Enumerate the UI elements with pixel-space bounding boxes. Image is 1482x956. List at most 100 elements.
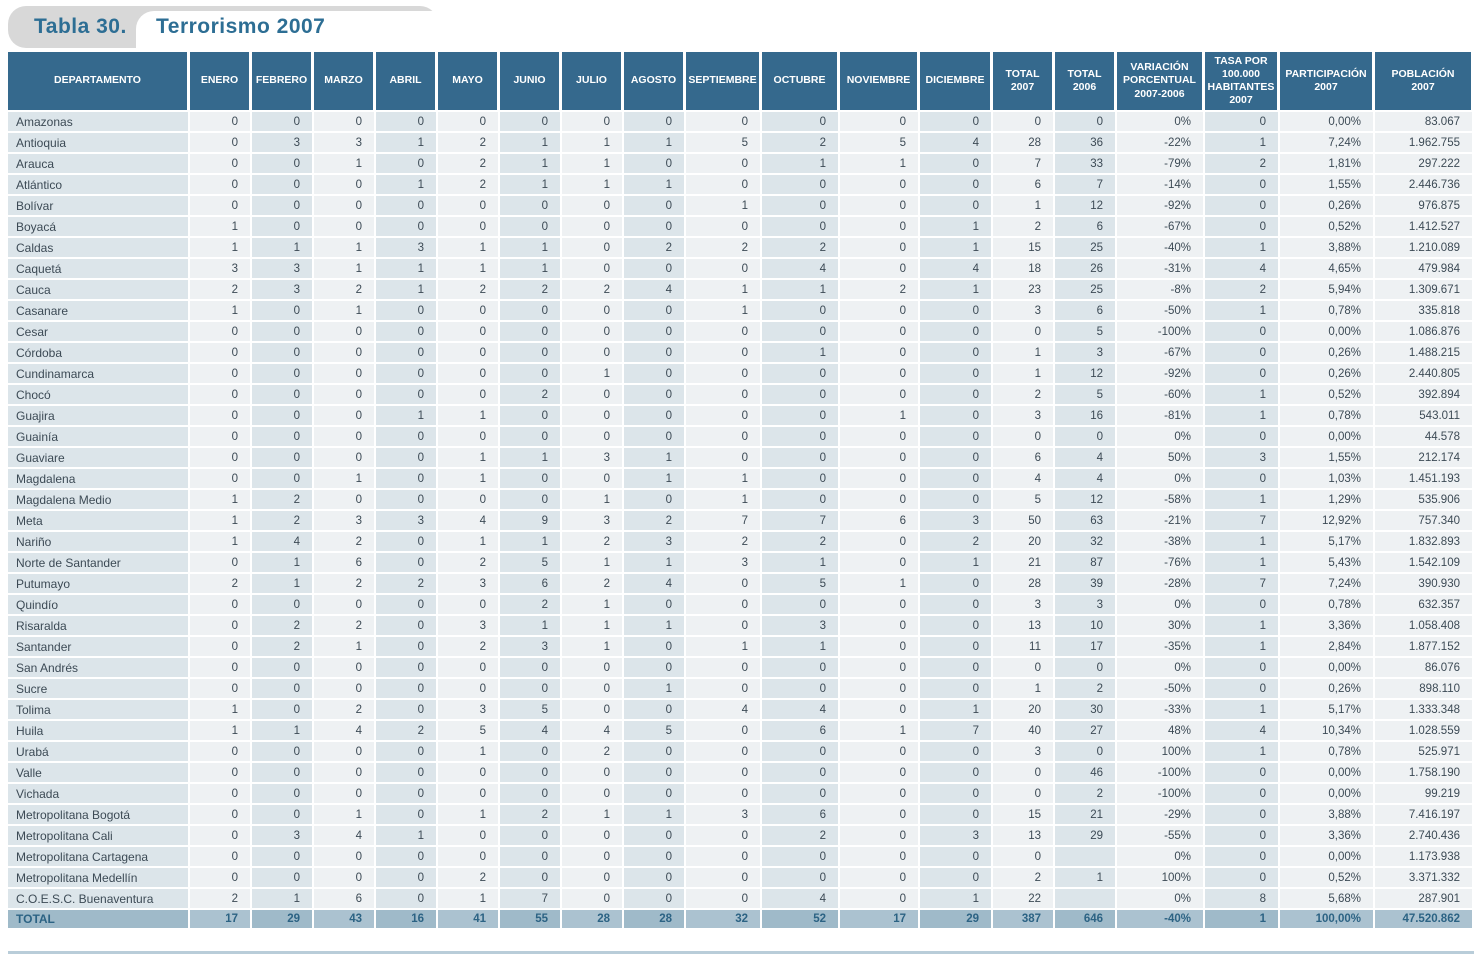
- value-cell: 0: [920, 658, 993, 679]
- value-cell: -29%: [1117, 805, 1205, 826]
- value-cell: 21: [1055, 805, 1117, 826]
- value-cell: 3: [762, 616, 840, 637]
- value-cell: 4: [438, 511, 500, 532]
- table-row: Meta 1 2 3 3 4 9 3 2 7 7 6 3 50 63 -21% 7 12,92% 757.340: [8, 511, 1474, 532]
- value-cell: 5: [624, 721, 686, 742]
- value-cell: 0: [840, 490, 920, 511]
- column-header: JULIO: [562, 52, 624, 112]
- value-cell: 0: [500, 112, 562, 133]
- value-cell: 4: [1205, 721, 1280, 742]
- value-cell: -79%: [1117, 154, 1205, 175]
- value-cell: 1: [840, 574, 920, 595]
- value-cell: 0: [840, 805, 920, 826]
- value-cell: 0: [500, 217, 562, 238]
- value-cell: 525.971: [1375, 742, 1474, 763]
- value-cell: 1: [562, 805, 624, 826]
- value-cell: 0: [500, 322, 562, 343]
- value-cell: 212.174: [1375, 448, 1474, 469]
- value-cell: 1: [190, 238, 252, 259]
- value-cell: 5,43%: [1280, 553, 1375, 574]
- value-cell: 4: [624, 574, 686, 595]
- value-cell: 0: [920, 595, 993, 616]
- value-cell: 0: [686, 595, 762, 616]
- table-row: Guainía 0 0 0 0 0 0 0 0 0 0 0 0 0 0 0% 0 0,00% 44.578: [8, 427, 1474, 448]
- value-cell: 0: [562, 847, 624, 868]
- value-cell: 2: [762, 238, 840, 259]
- header-row: DEPARTAMENTO ENERO FEBRERO MARZO ABRIL MAYO JU…: [8, 52, 1474, 112]
- value-cell: 6: [993, 448, 1055, 469]
- column-header: TOTAL 2006: [1055, 52, 1117, 112]
- value-cell: 2: [252, 490, 314, 511]
- value-cell: 1: [1205, 532, 1280, 553]
- value-cell: 1: [500, 154, 562, 175]
- value-cell: -33%: [1117, 700, 1205, 721]
- value-cell: 0: [1205, 427, 1280, 448]
- value-cell: 33: [1055, 154, 1117, 175]
- value-cell: 0: [840, 364, 920, 385]
- value-cell: 0: [190, 805, 252, 826]
- value-cell: 0: [376, 343, 438, 364]
- value-cell: 0: [190, 364, 252, 385]
- value-cell: 3: [314, 511, 376, 532]
- value-cell: 1: [314, 637, 376, 658]
- value-cell: 0: [840, 196, 920, 217]
- value-cell: -35%: [1117, 637, 1205, 658]
- value-cell: 1: [624, 679, 686, 700]
- value-cell: 0,26%: [1280, 679, 1375, 700]
- value-cell: 2: [624, 238, 686, 259]
- value-cell: 0: [840, 847, 920, 868]
- value-cell: 1: [376, 133, 438, 154]
- table-row: San Andrés 0 0 0 0 0 0 0 0 0 0 0 0 0 0 0% 0 0,00% 86.076: [8, 658, 1474, 679]
- value-cell: 535.906: [1375, 490, 1474, 511]
- value-cell: 0: [500, 427, 562, 448]
- value-cell: 1.758.190: [1375, 763, 1474, 784]
- value-cell: 632.357: [1375, 595, 1474, 616]
- value-cell: 0: [762, 847, 840, 868]
- value-cell: 5: [840, 133, 920, 154]
- table-row: Metropolitana Medellín 0 0 0 0 2 0 0 0 0 0 0 0 2 1 100%…: [8, 868, 1474, 889]
- value-cell: 0: [920, 805, 993, 826]
- value-cell: 1: [562, 637, 624, 658]
- value-cell: -58%: [1117, 490, 1205, 511]
- value-cell: 0,52%: [1280, 217, 1375, 238]
- value-cell: 0: [314, 763, 376, 784]
- value-cell: 0: [920, 763, 993, 784]
- value-cell: 0: [190, 133, 252, 154]
- value-cell: -67%: [1117, 343, 1205, 364]
- table-row: Chocó 0 0 0 0 0 2 0 0 0 0 0 0 2 5 -60% 1 0,52% 392.894: [8, 385, 1474, 406]
- value-cell: 0: [190, 826, 252, 847]
- value-cell: -100%: [1117, 322, 1205, 343]
- value-cell: 0: [500, 490, 562, 511]
- value-cell: 0: [1205, 217, 1280, 238]
- value-cell: 13: [993, 826, 1055, 847]
- value-cell: 0: [562, 238, 624, 259]
- value-cell: 1: [624, 805, 686, 826]
- value-cell: 4: [500, 721, 562, 742]
- value-cell: 0: [252, 154, 314, 175]
- value-cell: 0: [438, 784, 500, 805]
- value-cell: 6: [314, 889, 376, 910]
- value-cell: 2: [314, 616, 376, 637]
- value-cell: 0: [1055, 742, 1117, 763]
- value-cell: 0: [1055, 112, 1117, 133]
- value-cell: 0: [993, 763, 1055, 784]
- value-cell: 0: [314, 784, 376, 805]
- value-cell: 0,52%: [1280, 868, 1375, 889]
- value-cell: 4: [762, 700, 840, 721]
- value-cell: 0: [314, 343, 376, 364]
- value-cell: 0: [562, 217, 624, 238]
- value-cell: 0: [438, 490, 500, 511]
- value-cell: 0: [376, 637, 438, 658]
- value-cell: 0: [624, 406, 686, 427]
- value-cell: 2: [920, 532, 993, 553]
- value-cell: 1: [624, 133, 686, 154]
- value-cell: 3: [562, 511, 624, 532]
- value-cell: 5: [686, 133, 762, 154]
- value-cell: 1: [762, 154, 840, 175]
- value-cell: 0,52%: [1280, 385, 1375, 406]
- value-cell: 0: [314, 742, 376, 763]
- value-cell: 100%: [1117, 868, 1205, 889]
- value-cell: -76%: [1117, 553, 1205, 574]
- value-cell: 0: [920, 196, 993, 217]
- total-value-cell: 29: [920, 910, 993, 930]
